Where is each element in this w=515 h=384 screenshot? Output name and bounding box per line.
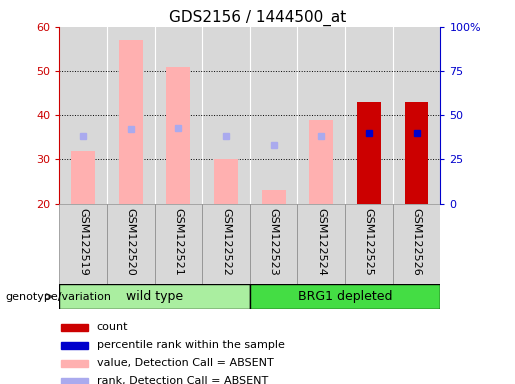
Bar <box>357 102 381 204</box>
Bar <box>119 40 143 204</box>
Bar <box>250 284 440 309</box>
Text: GSM122525: GSM122525 <box>364 208 374 275</box>
Text: BRG1 depleted: BRG1 depleted <box>298 290 392 303</box>
Text: GDS2156 / 1444500_at: GDS2156 / 1444500_at <box>169 10 346 26</box>
Bar <box>59 204 107 284</box>
Bar <box>214 159 238 204</box>
Bar <box>71 151 95 204</box>
Bar <box>202 204 250 284</box>
Text: GSM122522: GSM122522 <box>221 208 231 275</box>
Bar <box>61 342 88 349</box>
Text: GSM122519: GSM122519 <box>78 208 88 275</box>
Text: GSM122526: GSM122526 <box>411 208 421 275</box>
Bar <box>262 190 285 204</box>
Bar <box>392 204 440 284</box>
Bar <box>61 360 88 367</box>
Bar <box>405 102 428 204</box>
Text: percentile rank within the sample: percentile rank within the sample <box>97 340 285 350</box>
Text: GSM122524: GSM122524 <box>316 208 326 275</box>
Text: value, Detection Call = ABSENT: value, Detection Call = ABSENT <box>97 358 273 368</box>
Text: rank, Detection Call = ABSENT: rank, Detection Call = ABSENT <box>97 376 268 384</box>
Text: wild type: wild type <box>126 290 183 303</box>
Bar <box>61 378 88 384</box>
Bar <box>154 204 202 284</box>
Bar <box>310 120 333 204</box>
Bar <box>59 284 250 309</box>
Text: genotype/variation: genotype/variation <box>5 291 111 302</box>
Bar <box>166 67 190 204</box>
Bar <box>297 204 345 284</box>
Text: GSM122523: GSM122523 <box>269 208 279 275</box>
Text: GSM122520: GSM122520 <box>126 208 135 275</box>
Text: count: count <box>97 322 128 332</box>
Text: GSM122521: GSM122521 <box>174 208 183 275</box>
Bar <box>107 204 154 284</box>
Bar <box>61 324 88 331</box>
Bar <box>250 204 297 284</box>
Bar <box>345 204 392 284</box>
